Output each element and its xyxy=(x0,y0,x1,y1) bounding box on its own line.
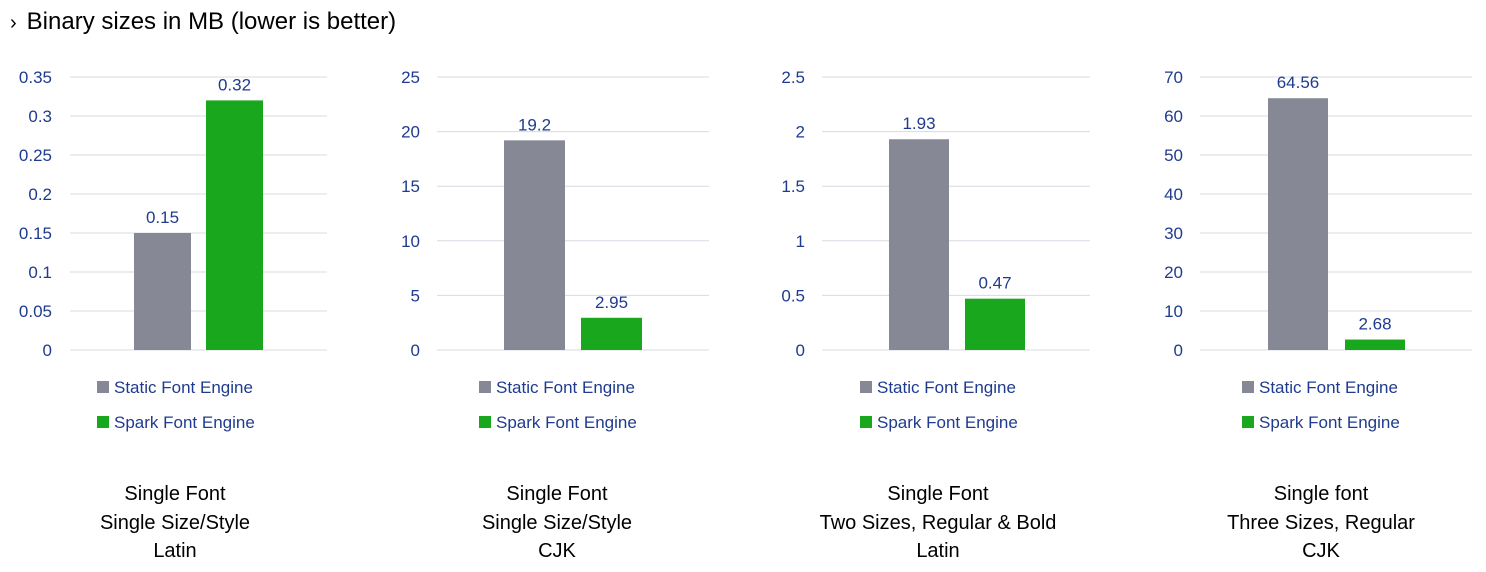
y-tick-label: 10 xyxy=(1164,302,1183,321)
y-tick-label: 1 xyxy=(796,232,805,251)
y-tick-label: 0.2 xyxy=(28,185,52,204)
bar-static-font-engine xyxy=(1268,98,1328,350)
legend-swatch xyxy=(479,381,491,393)
y-tick-label: 2 xyxy=(796,123,805,142)
y-tick-label: 30 xyxy=(1164,224,1183,243)
y-tick-label: 50 xyxy=(1164,146,1183,165)
data-label: 1.93 xyxy=(902,114,935,133)
legend-swatch xyxy=(860,381,872,393)
caption-line: Single Font xyxy=(124,483,226,505)
page-title-text: Binary sizes in MB (lower is better) xyxy=(26,8,397,35)
bar-spark-font-engine xyxy=(206,100,263,351)
data-label: 0.32 xyxy=(218,75,251,94)
bar-static-font-engine xyxy=(504,140,565,350)
chart-caption-4: Single font Three Sizes, Regular CJK xyxy=(1151,480,1486,566)
caption-line: CJK xyxy=(538,540,576,562)
y-tick-label: 5 xyxy=(411,286,420,305)
y-tick-label: 2.5 xyxy=(781,68,805,87)
y-tick-label: 0.25 xyxy=(19,146,52,165)
y-tick-label: 0 xyxy=(1174,341,1183,360)
data-label: 2.95 xyxy=(595,293,628,312)
legend-label: Spark Font Engine xyxy=(496,413,637,432)
legend-label: Spark Font Engine xyxy=(1259,413,1400,432)
y-tick-label: 70 xyxy=(1164,68,1183,87)
caption-line: Two Sizes, Regular & Bold xyxy=(819,511,1057,534)
caption-line: Latin xyxy=(153,540,197,562)
legend-label: Static Font Engine xyxy=(1259,378,1398,397)
legend-swatch xyxy=(97,416,109,428)
page-title: › Binary sizes in MB (lower is better) xyxy=(10,8,396,36)
caption-line: Single Size/Style xyxy=(99,511,251,534)
y-tick-label: 0.05 xyxy=(19,302,52,321)
chart-caption-2: Single Font Single Size/Style CJK xyxy=(387,480,727,566)
y-tick-label: 20 xyxy=(401,123,420,142)
y-tick-label: 1.5 xyxy=(781,177,805,196)
caption-line: Single font xyxy=(1273,483,1369,505)
bar-spark-font-engine xyxy=(581,317,642,350)
caption-line: Three Sizes, Regular xyxy=(1227,511,1415,534)
y-tick-label: 0.3 xyxy=(28,107,52,126)
data-label: 19.2 xyxy=(518,115,551,134)
y-tick-label: 0.35 xyxy=(19,68,52,87)
legend-swatch xyxy=(1242,381,1254,393)
y-tick-label: 0.1 xyxy=(28,263,52,282)
y-tick-label: 15 xyxy=(401,177,420,196)
data-label: 0.15 xyxy=(146,208,179,227)
chevron-right-icon: › xyxy=(10,12,17,34)
data-label: 2.68 xyxy=(1358,315,1391,334)
bar-spark-font-engine xyxy=(965,298,1025,350)
data-label: 64.56 xyxy=(1277,73,1320,92)
y-tick-label: 40 xyxy=(1164,185,1183,204)
legend-swatch xyxy=(860,416,872,428)
chart-caption-1: Single Font Single Size/Style Latin xyxy=(5,480,345,566)
bar-static-font-engine xyxy=(889,139,949,350)
caption-line: Latin xyxy=(916,540,960,562)
y-tick-label: 0 xyxy=(796,341,805,360)
legend-label: Static Font Engine xyxy=(496,378,635,397)
chart-caption-3: Single Font Two Sizes, Regular & Bold La… xyxy=(768,480,1108,566)
y-tick-label: 0.15 xyxy=(19,224,52,243)
y-tick-label: 0 xyxy=(411,341,420,360)
y-tick-label: 0 xyxy=(43,341,52,360)
legend-label: Static Font Engine xyxy=(114,378,253,397)
caption-line: Single Font xyxy=(506,483,608,505)
y-tick-label: 10 xyxy=(401,232,420,251)
y-tick-label: 20 xyxy=(1164,263,1183,282)
legend-label: Static Font Engine xyxy=(877,378,1016,397)
bar-spark-font-engine xyxy=(1345,339,1405,350)
y-tick-label: 60 xyxy=(1164,107,1183,126)
legend-swatch xyxy=(97,381,109,393)
data-label: 0.47 xyxy=(978,274,1011,293)
caption-line: Single Size/Style xyxy=(481,511,633,534)
caption-line: Single Font xyxy=(887,483,989,505)
caption-line: CJK xyxy=(1302,540,1340,562)
y-tick-label: 25 xyxy=(401,68,420,87)
legend-label: Spark Font Engine xyxy=(114,413,255,432)
bar-static-font-engine xyxy=(134,233,191,350)
legend-swatch xyxy=(1242,416,1254,428)
y-tick-label: 0.5 xyxy=(781,286,805,305)
legend-swatch xyxy=(479,416,491,428)
legend-label: Spark Font Engine xyxy=(877,413,1018,432)
